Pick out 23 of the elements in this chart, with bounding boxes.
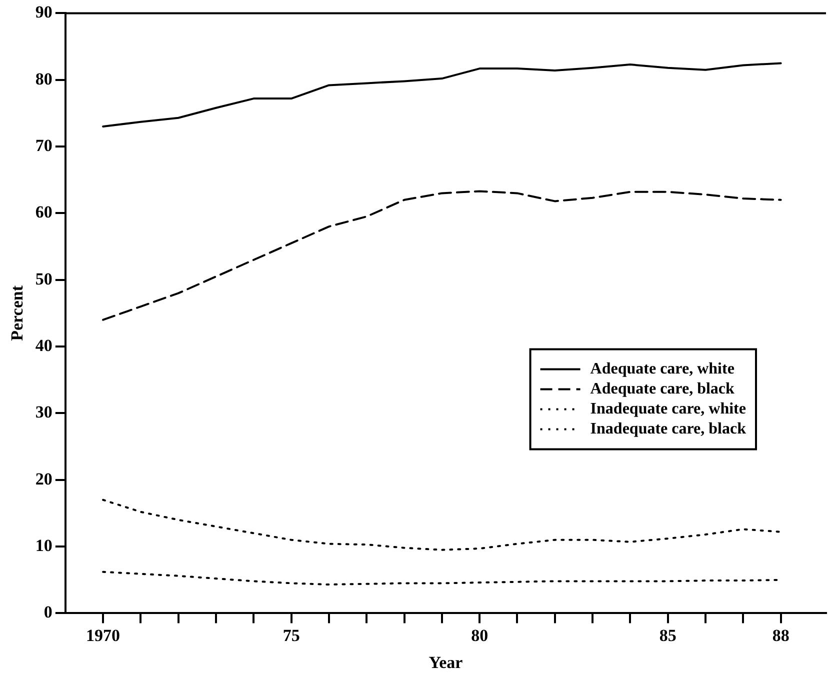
y-tick-label: 30 [35, 402, 52, 422]
y-tick-label: 0 [44, 602, 52, 622]
y-tick-label: 90 [35, 2, 52, 22]
legend-label: Adequate care, white [590, 360, 734, 378]
legend-label: Adequate care, black [590, 380, 735, 398]
y-tick-label: 50 [35, 269, 52, 288]
line-series [102, 498, 782, 551]
x-tick-label: 1970 [86, 626, 120, 645]
x-tick-label: 80 [471, 626, 488, 645]
y-tick-label: 80 [35, 69, 52, 88]
x-tick-label: 88 [772, 626, 790, 645]
y-tick-label: 40 [35, 336, 52, 355]
y-tick-label: 70 [35, 136, 52, 155]
x-tick-label: 75 [282, 626, 300, 645]
x-tick-label: 85 [659, 626, 676, 645]
line-series [102, 190, 782, 321]
y-tick-label: 20 [35, 469, 52, 488]
y-axis-title: Percent [8, 285, 27, 341]
x-axis-title: Year [428, 653, 464, 672]
legend-label: Inadequate care, white [590, 400, 746, 418]
legend-label: Inadequate care, black [590, 420, 746, 438]
y-tick-label: 10 [35, 536, 52, 555]
y-tick-label: 60 [35, 202, 52, 222]
